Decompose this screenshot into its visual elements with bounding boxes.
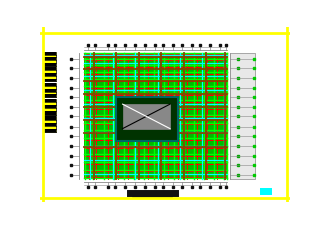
Bar (123, 104, 170, 129)
Bar (43, 94, 56, 97)
Bar (43, 83, 56, 97)
Bar (43, 89, 56, 91)
Bar (116, 97, 177, 141)
Bar (43, 99, 56, 102)
Bar (43, 52, 56, 54)
Bar (43, 63, 56, 66)
Bar (43, 83, 56, 86)
Bar (43, 57, 56, 60)
Bar (43, 116, 56, 132)
Bar (43, 73, 56, 76)
Bar (43, 111, 56, 115)
Bar (43, 79, 56, 81)
Bar (43, 123, 56, 126)
Bar (43, 67, 56, 70)
Bar (43, 99, 56, 115)
Bar (43, 116, 56, 120)
Bar (260, 188, 272, 195)
Bar (231, 54, 255, 179)
Bar (43, 105, 56, 108)
Bar (43, 129, 56, 132)
Bar (43, 67, 56, 81)
Bar (43, 52, 56, 66)
Bar (84, 54, 227, 179)
